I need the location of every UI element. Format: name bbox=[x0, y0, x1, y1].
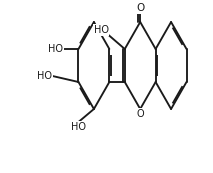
Text: O: O bbox=[136, 3, 144, 13]
Text: HO: HO bbox=[48, 44, 63, 54]
Text: HO: HO bbox=[71, 122, 86, 132]
Text: O: O bbox=[136, 109, 144, 119]
Text: HO: HO bbox=[37, 71, 52, 81]
Text: HO: HO bbox=[94, 25, 109, 35]
